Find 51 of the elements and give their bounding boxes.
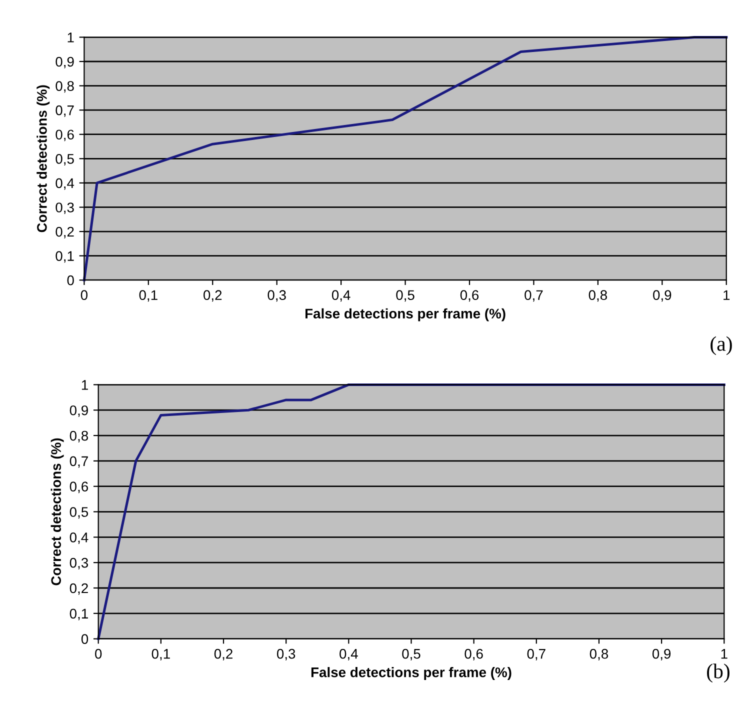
x-axis-title: False detections per frame (%) — [311, 667, 512, 680]
y-tick-label: 0,4 — [70, 532, 88, 544]
y-tick-label: 0,9 — [56, 56, 74, 68]
x-tick-label: 0,9 — [653, 290, 672, 302]
y-tick-label: 0,7 — [70, 456, 88, 468]
x-tick-label: 0,2 — [214, 648, 232, 660]
x-tick-label: 0,3 — [268, 290, 286, 302]
x-tick-label: 0,1 — [152, 648, 170, 660]
y-axis-title: Correct detections (%) — [36, 85, 50, 232]
x-tick-label: 1 — [724, 290, 730, 300]
x-tick-label: 0,9 — [652, 648, 671, 660]
y-tick-label: 0 — [67, 275, 74, 286]
x-tick-label: 0,8 — [590, 648, 608, 660]
y-tick-label: 0,6 — [56, 130, 74, 142]
y-tick-label: 0,5 — [56, 154, 74, 166]
y-tick-label: 0,1 — [70, 608, 88, 620]
x-tick-label: 0,3 — [276, 648, 296, 660]
y-tick-label: 0,8 — [56, 81, 74, 93]
y-axis-title: Correct detections (%) — [50, 438, 64, 586]
x-tick-label: 0,6 — [460, 290, 479, 302]
y-tick-label: 0,8 — [70, 430, 88, 442]
y-tick-label: 0 — [81, 634, 88, 644]
y-tick-label: 1 — [82, 380, 88, 390]
y-tick-label: 0,7 — [56, 105, 74, 117]
text: (a) — [710, 336, 732, 356]
line-series — [97, 383, 726, 640]
x-tick-label: 0,7 — [524, 290, 543, 302]
y-tick-label: 0,3 — [56, 202, 74, 214]
x-tick-label: 0,4 — [332, 290, 350, 302]
x-tick-label: 0,4 — [340, 648, 358, 660]
x-tick-label: 0,8 — [588, 290, 607, 302]
y-tick-label: 0,3 — [70, 558, 88, 570]
y-tick-label: 1 — [68, 32, 74, 42]
y-tick-label: 0,5 — [70, 507, 88, 519]
x-tick-label: 0 — [95, 648, 102, 659]
y-tick-label: 0,1 — [56, 251, 74, 263]
text: (b) — [707, 664, 730, 683]
y-tick-label: 0,4 — [56, 178, 74, 190]
x-tick-label: 1 — [721, 649, 728, 659]
y-tick-label: 0,6 — [70, 482, 88, 494]
x-tick-label: 0,7 — [527, 648, 546, 660]
x-tick-label: 0,6 — [464, 648, 483, 660]
x-axis-title: False detections per frame (%) — [305, 308, 506, 322]
line-series — [82, 36, 728, 282]
x-tick-label: 0,5 — [396, 290, 414, 302]
y-tick-label: 0,2 — [70, 583, 88, 595]
x-tick-label: 0,5 — [402, 648, 420, 660]
y-tick-label: 0,9 — [70, 405, 88, 417]
x-tick-label: 0,2 — [204, 290, 222, 302]
x-tick-label: 0,1 — [139, 290, 158, 302]
y-tick-label: 0,2 — [56, 226, 74, 238]
